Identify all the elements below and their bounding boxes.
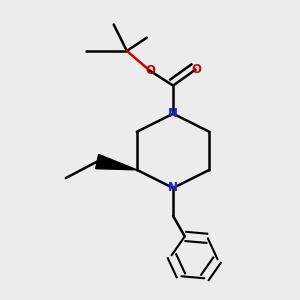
Text: O: O — [191, 63, 201, 76]
Text: O: O — [145, 64, 155, 77]
Text: N: N — [168, 107, 178, 120]
Polygon shape — [96, 154, 137, 170]
Text: N: N — [168, 182, 178, 194]
